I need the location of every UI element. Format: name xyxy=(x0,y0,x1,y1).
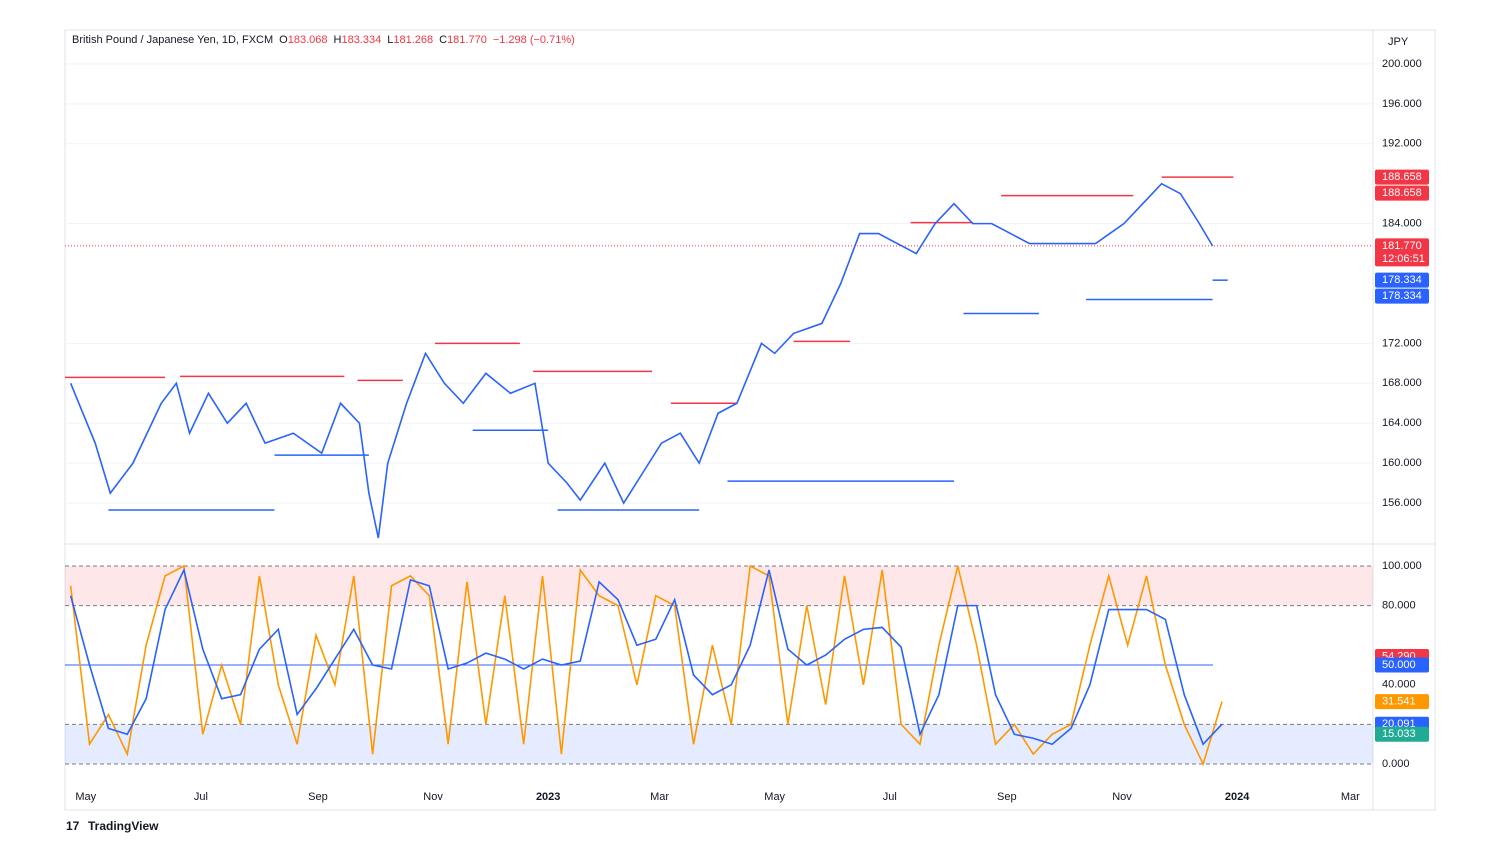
logo: 17 xyxy=(66,819,80,833)
price-marker-label: 188.658 xyxy=(1382,171,1422,183)
x-tick-label: Sep xyxy=(997,791,1017,803)
price-marker-label: 181.770 xyxy=(1382,240,1422,252)
y-tick-label: 168.000 xyxy=(1382,377,1422,389)
series-line xyxy=(69,564,1223,767)
price-marker xyxy=(1375,657,1429,673)
band xyxy=(65,566,1373,606)
frame xyxy=(64,29,1436,811)
price-marker xyxy=(1375,169,1429,185)
y-tick-label: 192.000 xyxy=(1382,138,1422,150)
band xyxy=(65,724,1373,765)
price-marker xyxy=(1375,726,1429,742)
y-tick-label: 200.000 xyxy=(1382,58,1422,70)
ohlc-value: 181.268 xyxy=(393,34,433,46)
price-marker-label: 15.033 xyxy=(1382,728,1416,740)
x-tick-label: Jul xyxy=(883,791,897,803)
legend: British Pound / Japanese Yen, 1D, FXCM O1… xyxy=(72,34,575,46)
ohlc-key: L xyxy=(387,34,393,46)
price-marker-label: 178.334 xyxy=(1382,290,1422,302)
x-tick-label: May xyxy=(75,791,96,803)
branding: TradingView xyxy=(88,819,159,833)
x-tick-label: Nov xyxy=(423,791,443,803)
y-tick-label: 160.000 xyxy=(1382,457,1422,469)
price-marker-label: 188.658 xyxy=(1382,187,1422,199)
price-marker xyxy=(1375,238,1429,267)
price-marker-label: 50.000 xyxy=(1382,659,1416,671)
symbol: British Pound / Japanese Yen, 1D, FXCM xyxy=(72,34,273,46)
price-marker xyxy=(1375,288,1429,304)
x-tick-label: 2024 xyxy=(1225,791,1250,803)
pane xyxy=(65,63,1373,539)
x-tick-label: Mar xyxy=(650,791,669,803)
ohlc-value: 183.068 xyxy=(288,34,328,46)
x-tick-label: Jul xyxy=(194,791,208,803)
x-tick-label: Nov xyxy=(1112,791,1132,803)
y-tick-label: 40.000 xyxy=(1382,679,1416,691)
y-tick-label: 196.000 xyxy=(1382,98,1422,110)
y-tick-label: 172.000 xyxy=(1382,337,1422,349)
price-marker-label: 178.334 xyxy=(1382,274,1422,286)
y-tick-label: 164.000 xyxy=(1382,417,1422,429)
y-tick-label: 0.000 xyxy=(1382,758,1410,770)
y-tick-label: 184.000 xyxy=(1382,218,1422,230)
y-tick-label: 156.000 xyxy=(1382,497,1422,509)
ohlc-key: C xyxy=(439,34,447,46)
change: −1.298 (−0.71%) xyxy=(493,34,575,46)
series-line xyxy=(69,567,1223,746)
series-line xyxy=(69,182,1214,539)
y-tick-label: 80.000 xyxy=(1382,600,1416,612)
x-tick-label: May xyxy=(764,791,785,803)
pane xyxy=(65,564,1373,767)
price-marker-label: 31.541 xyxy=(1382,695,1416,707)
ohlc-key: H xyxy=(334,34,342,46)
x-tick-label: 2023 xyxy=(536,791,560,803)
ohlc-key: O xyxy=(279,34,288,46)
price-marker xyxy=(1375,185,1429,201)
y-tick-label: 100.000 xyxy=(1382,560,1422,572)
countdown: 12:06:51 xyxy=(1382,253,1425,265)
ohlc-value: 181.770 xyxy=(447,34,487,46)
ohlc-value: 183.334 xyxy=(341,34,381,46)
price-marker xyxy=(1375,272,1429,288)
price-marker xyxy=(1375,694,1429,710)
x-tick-label: Sep xyxy=(308,791,328,803)
currency: JPY xyxy=(1388,36,1409,48)
x-tick-label: Mar xyxy=(1341,791,1360,803)
